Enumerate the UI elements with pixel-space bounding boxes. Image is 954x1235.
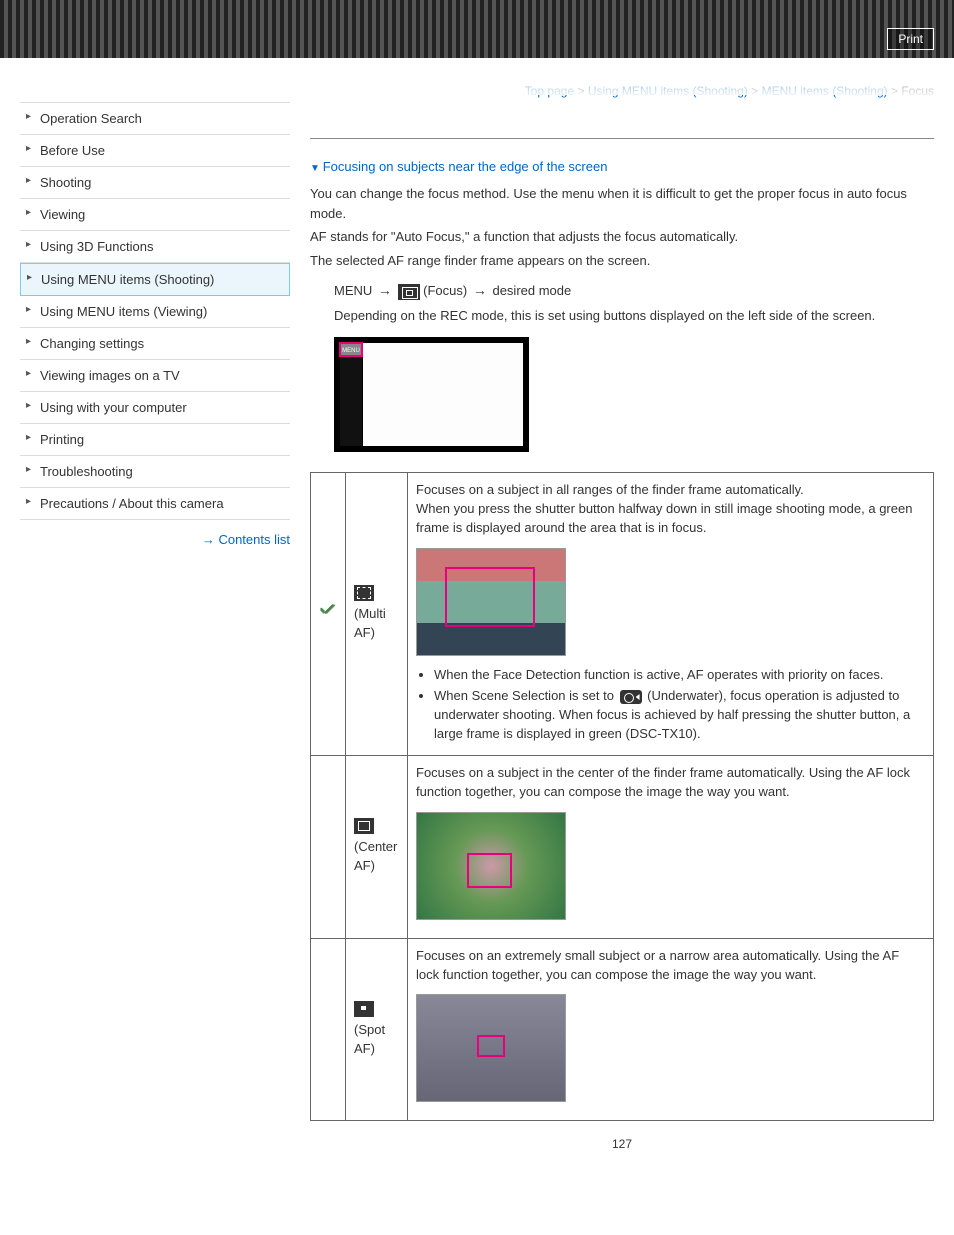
mode-note-item: When the Face Detection function is acti…	[434, 666, 925, 685]
header-bar: Print	[0, 0, 954, 82]
step-menu-label: MENU	[334, 283, 372, 298]
nav-list: Operation SearchBefore UseShootingViewin…	[20, 102, 290, 520]
mode-default-cell	[311, 755, 346, 938]
mode-name-cell: (Multi AF)	[346, 473, 408, 756]
center-af-icon	[354, 818, 374, 834]
procedure-line: MENU → (Focus) → desired mode	[334, 282, 934, 300]
procedure-note: Depending on the REC mode, this is set u…	[334, 306, 934, 326]
mode-desc-lead: Focuses on a subject in the center of th…	[416, 764, 925, 802]
focus-frame-overlay	[445, 567, 535, 627]
contents-list-link[interactable]: Contents list	[218, 532, 290, 547]
table-row: (Center AF) Focuses on a subject in the c…	[311, 755, 934, 938]
focus-frame-overlay	[477, 1035, 505, 1057]
table-row: (Multi AF) Focuses on a subject in all ra…	[311, 473, 934, 756]
mode-name-cell: (Spot AF)	[346, 938, 408, 1121]
mode-note-item: When Scene Selection is set to (Underwat…	[434, 687, 925, 744]
multi-af-icon	[354, 585, 374, 601]
mode-sample-image	[416, 812, 566, 920]
table-row: (Spot AF) Focuses on an extremely small s…	[311, 938, 934, 1121]
section-anchor-link[interactable]: Focusing on subjects near the edge of th…	[310, 159, 934, 174]
focus-icon	[398, 284, 420, 300]
focus-modes-table: (Multi AF) Focuses on a subject in all ra…	[310, 472, 934, 1121]
mode-name-label: (Spot AF)	[354, 1022, 385, 1056]
sidebar-item[interactable]: Using MENU items (Viewing)	[20, 296, 290, 328]
intro-text-2: AF stands for "Auto Focus," a function t…	[310, 227, 934, 247]
print-button[interactable]: Print	[887, 28, 934, 50]
sidebar-item[interactable]: Precautions / About this camera	[20, 488, 290, 520]
mode-default-cell	[311, 938, 346, 1121]
mode-description-cell: Focuses on an extremely small subject or…	[408, 938, 934, 1121]
sidebar-item[interactable]: Viewing images on a TV	[20, 360, 290, 392]
arrow-right-icon: →	[471, 282, 489, 298]
content-area: Focusing on subjects near the edge of th…	[310, 138, 934, 1151]
intro-text-3: The selected AF range finder frame appea…	[310, 251, 934, 271]
main-content: Top page > Using MENU items (Shooting) >…	[290, 82, 934, 1151]
check-icon	[319, 604, 337, 618]
arrow-right-icon: →	[376, 282, 394, 298]
sidebar-item[interactable]: Shooting	[20, 167, 290, 199]
mode-name-label: (Multi AF)	[354, 606, 386, 640]
illus-display	[363, 343, 523, 446]
mode-desc-lead: Focuses on an extremely small subject or…	[416, 947, 925, 985]
step-focus-label: (Focus)	[423, 283, 467, 298]
page-container: Operation SearchBefore UseShootingViewin…	[0, 82, 954, 1191]
sidebar-item[interactable]: Operation Search	[20, 103, 290, 135]
procedure-block: MENU → (Focus) → desired mode Depending …	[334, 282, 934, 325]
contents-link-wrap: → Contents list	[20, 532, 290, 547]
sidebar-item[interactable]: Changing settings	[20, 328, 290, 360]
screen-illustration: MENU	[334, 337, 529, 452]
mode-sample-image	[416, 548, 566, 656]
sidebar-item[interactable]: Printing	[20, 424, 290, 456]
mode-description-cell: Focuses on a subject in all ranges of th…	[408, 473, 934, 756]
illus-menu-button: MENU	[339, 342, 363, 357]
spot-af-icon	[354, 1001, 374, 1017]
mode-name-label: (Center AF)	[354, 839, 397, 873]
mode-desc-extra: When you press the shutter button halfwa…	[416, 500, 925, 538]
sidebar-item[interactable]: Using 3D Functions	[20, 231, 290, 263]
mode-default-cell	[311, 473, 346, 756]
step-desired-label: desired mode	[492, 283, 571, 298]
mode-sample-image	[416, 994, 566, 1102]
focus-frame-overlay	[467, 853, 512, 888]
sidebar: Operation SearchBefore UseShootingViewin…	[20, 82, 290, 1151]
sidebar-item[interactable]: Troubleshooting	[20, 456, 290, 488]
mode-name-cell: (Center AF)	[346, 755, 408, 938]
mode-desc-lead: Focuses on a subject in all ranges of th…	[416, 481, 925, 500]
sidebar-item[interactable]: Using with your computer	[20, 392, 290, 424]
sidebar-item[interactable]: Viewing	[20, 199, 290, 231]
page-number: 127	[310, 1137, 934, 1151]
underwater-icon	[620, 690, 642, 704]
mode-notes-list: When the Face Detection function is acti…	[434, 666, 925, 744]
sidebar-item[interactable]: Before Use	[20, 135, 290, 167]
mode-description-cell: Focuses on a subject in the center of th…	[408, 755, 934, 938]
arrow-right-icon: →	[202, 532, 215, 547]
intro-text-1: You can change the focus method. Use the…	[310, 184, 934, 223]
sidebar-item[interactable]: Using MENU items (Shooting)	[20, 263, 290, 296]
